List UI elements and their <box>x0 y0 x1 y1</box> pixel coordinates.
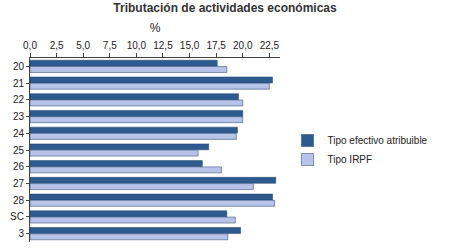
svg-text:%: % <box>150 21 161 35</box>
svg-text:10,0: 10,0 <box>127 40 147 51</box>
svg-text:27: 27 <box>13 178 25 189</box>
svg-text:22: 22 <box>13 94 25 105</box>
svg-text:Tipo IRPF: Tipo IRPF <box>328 154 373 165</box>
svg-text:2,5: 2,5 <box>50 40 64 51</box>
svg-text:23: 23 <box>13 111 25 122</box>
svg-text:20,0: 20,0 <box>233 40 253 51</box>
svg-text:Tributación de actividades eco: Tributación de actividades económicas <box>113 1 337 15</box>
svg-text:26: 26 <box>13 161 25 172</box>
svg-text:12,5: 12,5 <box>153 40 173 51</box>
svg-text:22,5: 22,5 <box>260 40 280 51</box>
svg-text:17,5: 17,5 <box>206 40 226 51</box>
svg-text:21: 21 <box>13 78 25 89</box>
svg-text:15,0: 15,0 <box>180 40 200 51</box>
svg-text:5,0: 5,0 <box>76 40 90 51</box>
svg-text:0,0: 0,0 <box>23 40 37 51</box>
svg-text:20: 20 <box>13 61 25 72</box>
svg-text:SC: SC <box>10 211 24 222</box>
svg-text:24: 24 <box>13 128 25 139</box>
svg-text:7,5: 7,5 <box>103 40 117 51</box>
svg-text:28: 28 <box>13 195 25 206</box>
svg-text:Tipo efectivo atribuible: Tipo efectivo atribuible <box>328 135 428 146</box>
svg-text:25: 25 <box>13 145 25 156</box>
svg-text:3: 3 <box>18 228 24 239</box>
